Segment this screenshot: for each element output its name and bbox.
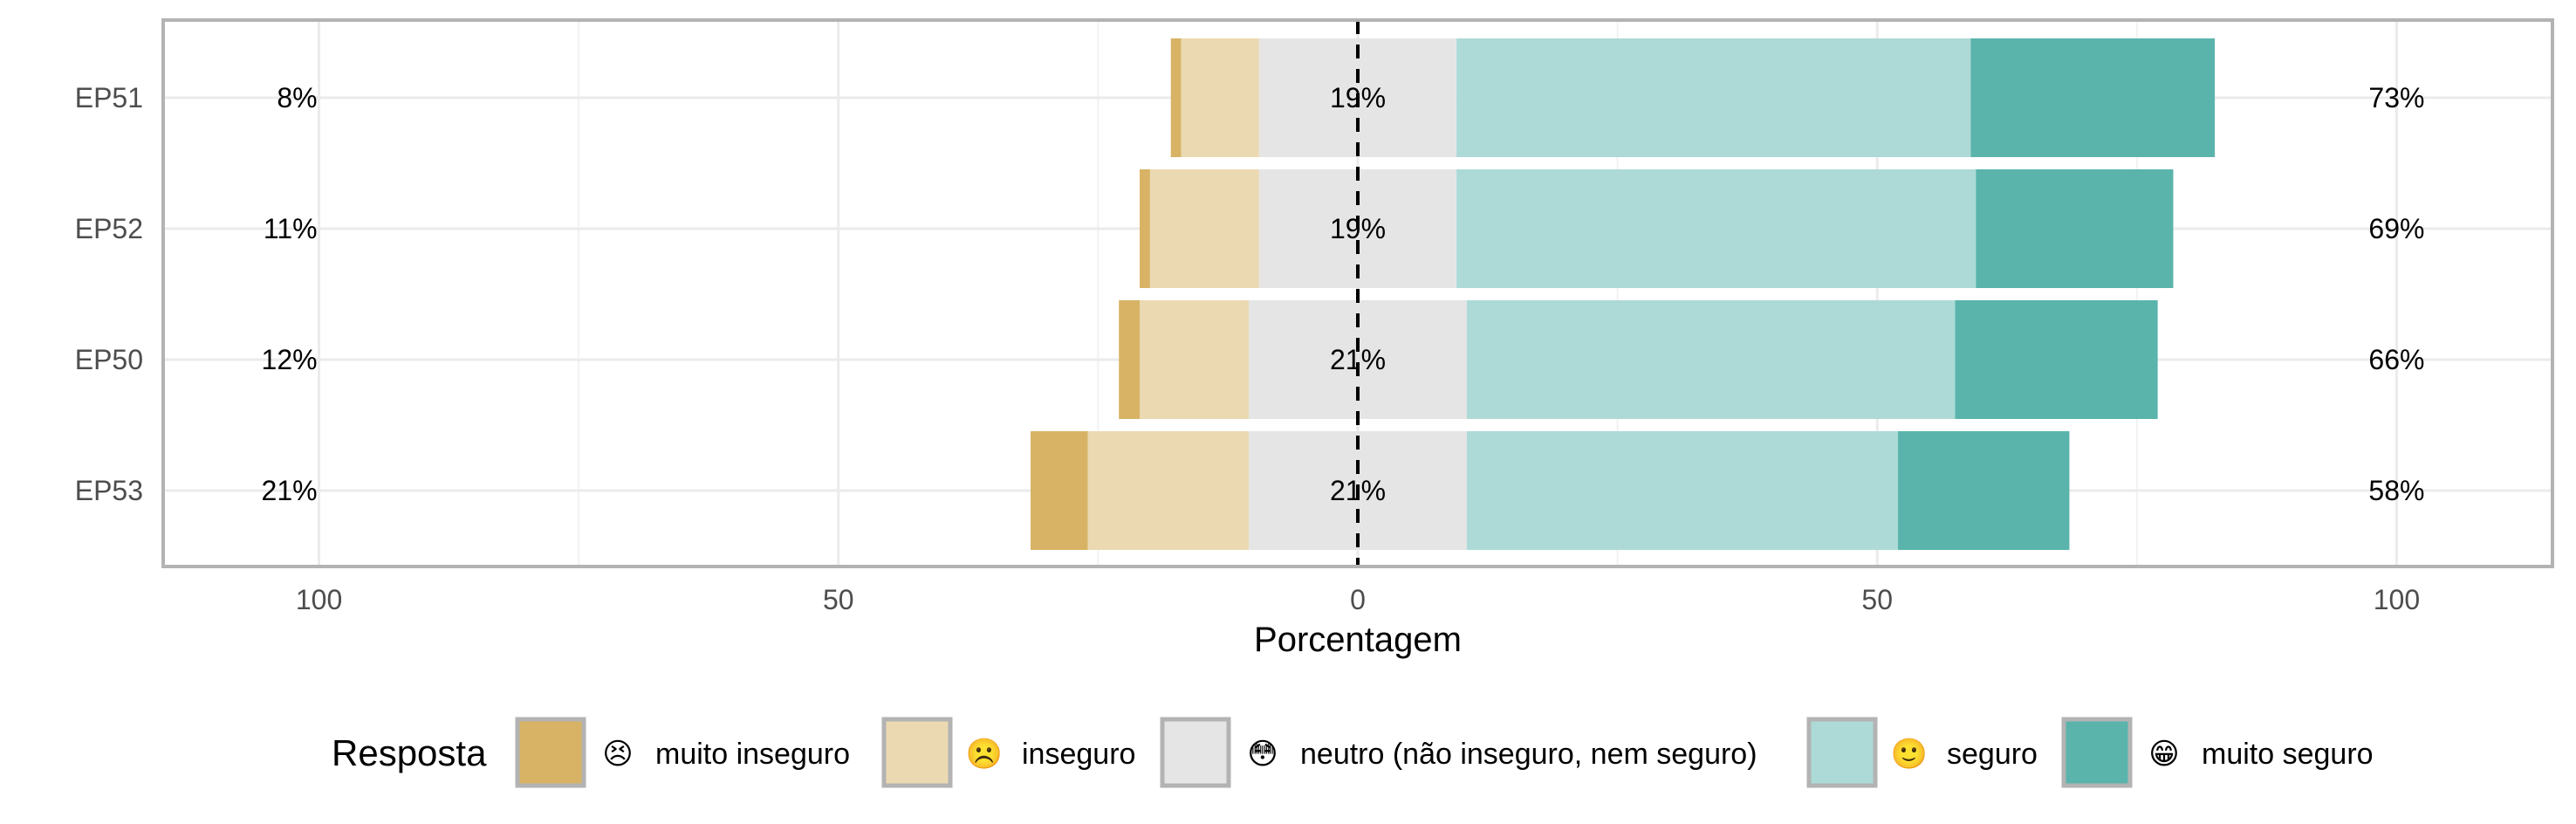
legend: Resposta 😣 muito inseguro ☹️ inseguro 😳 neutr…: [332, 717, 2374, 788]
bar-segment: [1170, 38, 1182, 157]
bar-segment: [1466, 431, 1899, 550]
x-axis-title: Porcentagem: [1254, 621, 1462, 659]
center-percentage-label: 19%: [1330, 213, 1386, 244]
legend-emoji-icon: 😳: [1247, 737, 1278, 772]
bar-segment: [1140, 300, 1250, 419]
legend-key: [515, 717, 586, 788]
right-percentage-label: 66%: [2368, 344, 2424, 375]
bars-group: [1031, 38, 2216, 550]
plot-border: [161, 18, 2554, 568]
left-percentage-label: 8%: [277, 82, 317, 113]
x-tick-label: 0: [1350, 584, 1366, 615]
bar-segment: [1031, 431, 1088, 550]
bar-segment: [1140, 169, 1150, 288]
center-percentage-label: 21%: [1330, 344, 1386, 375]
right-percentage-label: 73%: [2368, 82, 2424, 113]
bar-segment: [1456, 38, 1971, 157]
category-labels: EP51 EP52 EP50 EP53: [75, 82, 143, 506]
legend-label: neutro (não inseguro, nem seguro): [1300, 738, 1757, 771]
legend-emoji-icon: ☹️: [966, 737, 1003, 772]
left-percentage-label: 12%: [262, 344, 318, 375]
x-tick-label: 50: [1861, 584, 1893, 615]
center-percentage-label: 21%: [1330, 475, 1386, 506]
percentage-labels: 8% 19% 73% 11% 19% 69% 12% 21% 66% 21% 21% 58%: [262, 82, 2425, 506]
legend-emoji-icon: 😁: [2148, 737, 2179, 772]
legend-key: [1806, 717, 1878, 788]
category-label: EP53: [75, 475, 143, 506]
bar-segment: [1976, 169, 2174, 288]
bar-segment: [1087, 431, 1250, 550]
legend-label: muito seguro: [2202, 738, 2374, 771]
legend-emoji-icon: 😣: [602, 737, 633, 772]
bar-segment: [1970, 38, 2216, 157]
legend-emoji-icon: 🙂: [1891, 737, 1928, 772]
category-label: EP52: [75, 213, 143, 244]
x-axis-ticks: 100 50 0 50 100: [296, 584, 2420, 615]
legend-label: muito inseguro: [655, 738, 850, 771]
legend-label: seguro: [1947, 738, 2038, 771]
bar-segment: [1456, 169, 1977, 288]
legend-key: [2061, 717, 2133, 788]
bar-segment: [1181, 38, 1259, 157]
right-percentage-label: 58%: [2368, 475, 2424, 506]
legend-label: inseguro: [1022, 738, 1135, 771]
category-label: EP50: [75, 344, 143, 375]
right-percentage-label: 69%: [2368, 213, 2424, 244]
x-tick-label: 100: [2374, 584, 2420, 615]
bar-segment: [1466, 300, 1956, 419]
category-label: EP51: [75, 82, 143, 113]
bar-segment: [1149, 169, 1259, 288]
x-tick-label: 100: [296, 584, 342, 615]
legend-title: Resposta: [332, 732, 487, 773]
center-percentage-label: 19%: [1330, 82, 1386, 113]
legend-key: [881, 717, 953, 788]
left-percentage-label: 11%: [264, 213, 318, 244]
bar-segment: [1898, 431, 2070, 550]
bar-segment: [1955, 300, 2158, 419]
x-tick-label: 50: [823, 584, 854, 615]
bar-segment: [1119, 300, 1141, 419]
legend-key: [1160, 717, 1231, 788]
left-percentage-label: 21%: [262, 475, 318, 506]
